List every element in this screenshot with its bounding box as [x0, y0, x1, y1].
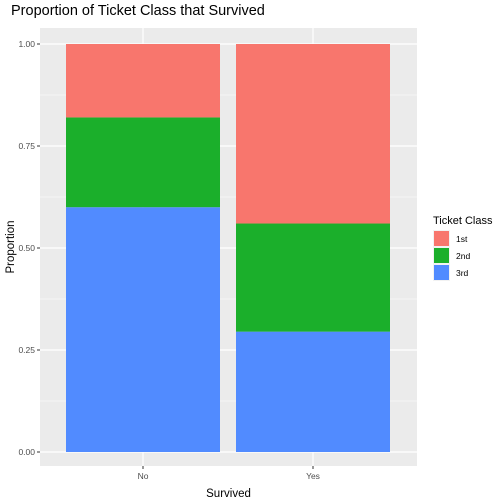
x-tick-label: Yes: [306, 471, 320, 481]
legend-swatch-3rd: [434, 265, 449, 280]
bar-no-2nd: [66, 117, 220, 208]
y-axis: 0.00 0.25 0.50 0.75 1.00: [18, 39, 40, 457]
legend-title: Ticket Class: [433, 215, 493, 227]
y-tick-label: 0.00: [18, 447, 35, 457]
bar-yes-2nd: [236, 223, 390, 332]
legend-swatch-1st: [434, 231, 449, 246]
y-tick-label: 0.50: [18, 243, 35, 253]
y-tick-label: 0.75: [18, 141, 35, 151]
bars: [66, 44, 390, 452]
chart-title: Proportion of Ticket Class that Survived: [11, 3, 265, 19]
bar-yes-1st: [236, 44, 390, 224]
y-tick-label: 0.25: [18, 345, 35, 355]
x-axis-title: Survived: [206, 488, 251, 500]
x-tick-label: No: [138, 471, 149, 481]
legend-label-3rd: 3rd: [456, 268, 469, 278]
legend-label-2nd: 2nd: [456, 251, 470, 261]
y-tick-label: 1.00: [18, 39, 35, 49]
y-axis-title: Proportion: [5, 220, 17, 273]
bar-no-3rd: [66, 207, 220, 452]
legend-swatch-2nd: [434, 248, 449, 263]
bar-yes-3rd: [236, 331, 390, 452]
bar-no-1st: [66, 44, 220, 118]
x-axis: No Yes: [138, 466, 320, 481]
legend-label-1st: 1st: [456, 234, 468, 244]
legend: Ticket Class 1st 2nd 3rd: [433, 215, 493, 281]
